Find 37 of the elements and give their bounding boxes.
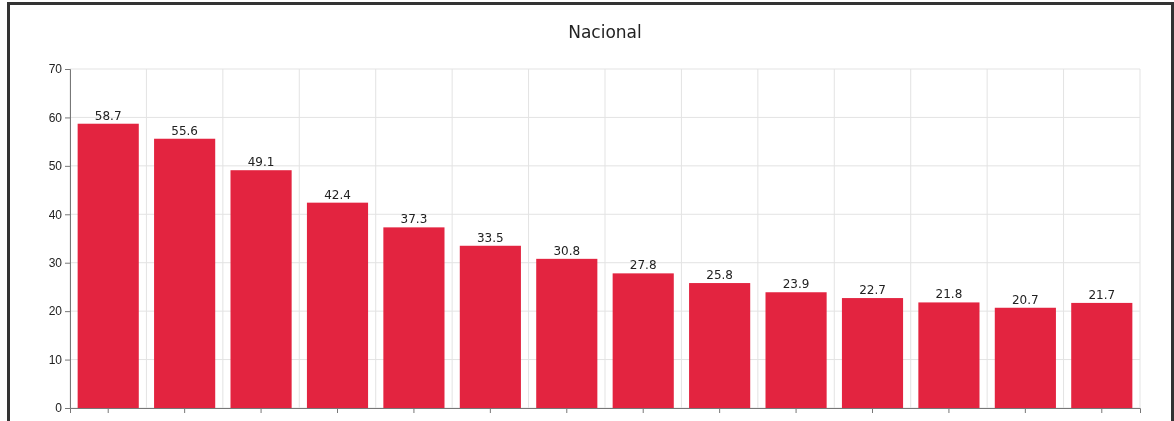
y-tick-label: 30: [48, 256, 63, 271]
bar: [154, 138, 216, 408]
data-label: 21.7: [1088, 287, 1116, 302]
bar: [383, 227, 445, 408]
data-label: 49.1: [247, 155, 275, 170]
y-tick-label: 60: [48, 110, 63, 125]
y-tick-label: 0: [55, 401, 63, 416]
y-tick-label: 40: [48, 207, 63, 222]
data-label: 33.5: [477, 230, 504, 245]
bar: [536, 258, 598, 408]
data-label: 30.8: [553, 243, 581, 258]
data-label: 21.8: [935, 287, 963, 302]
bar: [306, 202, 369, 408]
bar: [459, 245, 521, 408]
data-label: 22.7: [859, 283, 886, 298]
y-tick-label: 10: [48, 352, 63, 367]
data-label: 42.4: [324, 187, 351, 202]
bar: [77, 123, 139, 408]
data-label: 58.7: [94, 108, 122, 123]
chart-title: Nacional: [568, 22, 642, 42]
y-tick-label: 50: [48, 159, 63, 174]
data-label: 20.7: [1012, 292, 1039, 307]
y-tick-label: 70: [48, 62, 63, 77]
data-label: 55.6: [171, 123, 198, 138]
bar: [841, 298, 904, 408]
data-label: 25.8: [706, 268, 733, 283]
data-label: 37.3: [400, 212, 428, 227]
data-label: 23.9: [782, 277, 810, 292]
bar: [765, 292, 827, 408]
data-label: 27.8: [629, 258, 657, 273]
bar: [1071, 302, 1133, 408]
y-tick-label: 20: [48, 304, 63, 319]
bar: [612, 273, 674, 408]
bar: [689, 283, 751, 408]
bar: [918, 302, 980, 408]
bar: [230, 170, 292, 408]
bar: [994, 307, 1056, 408]
